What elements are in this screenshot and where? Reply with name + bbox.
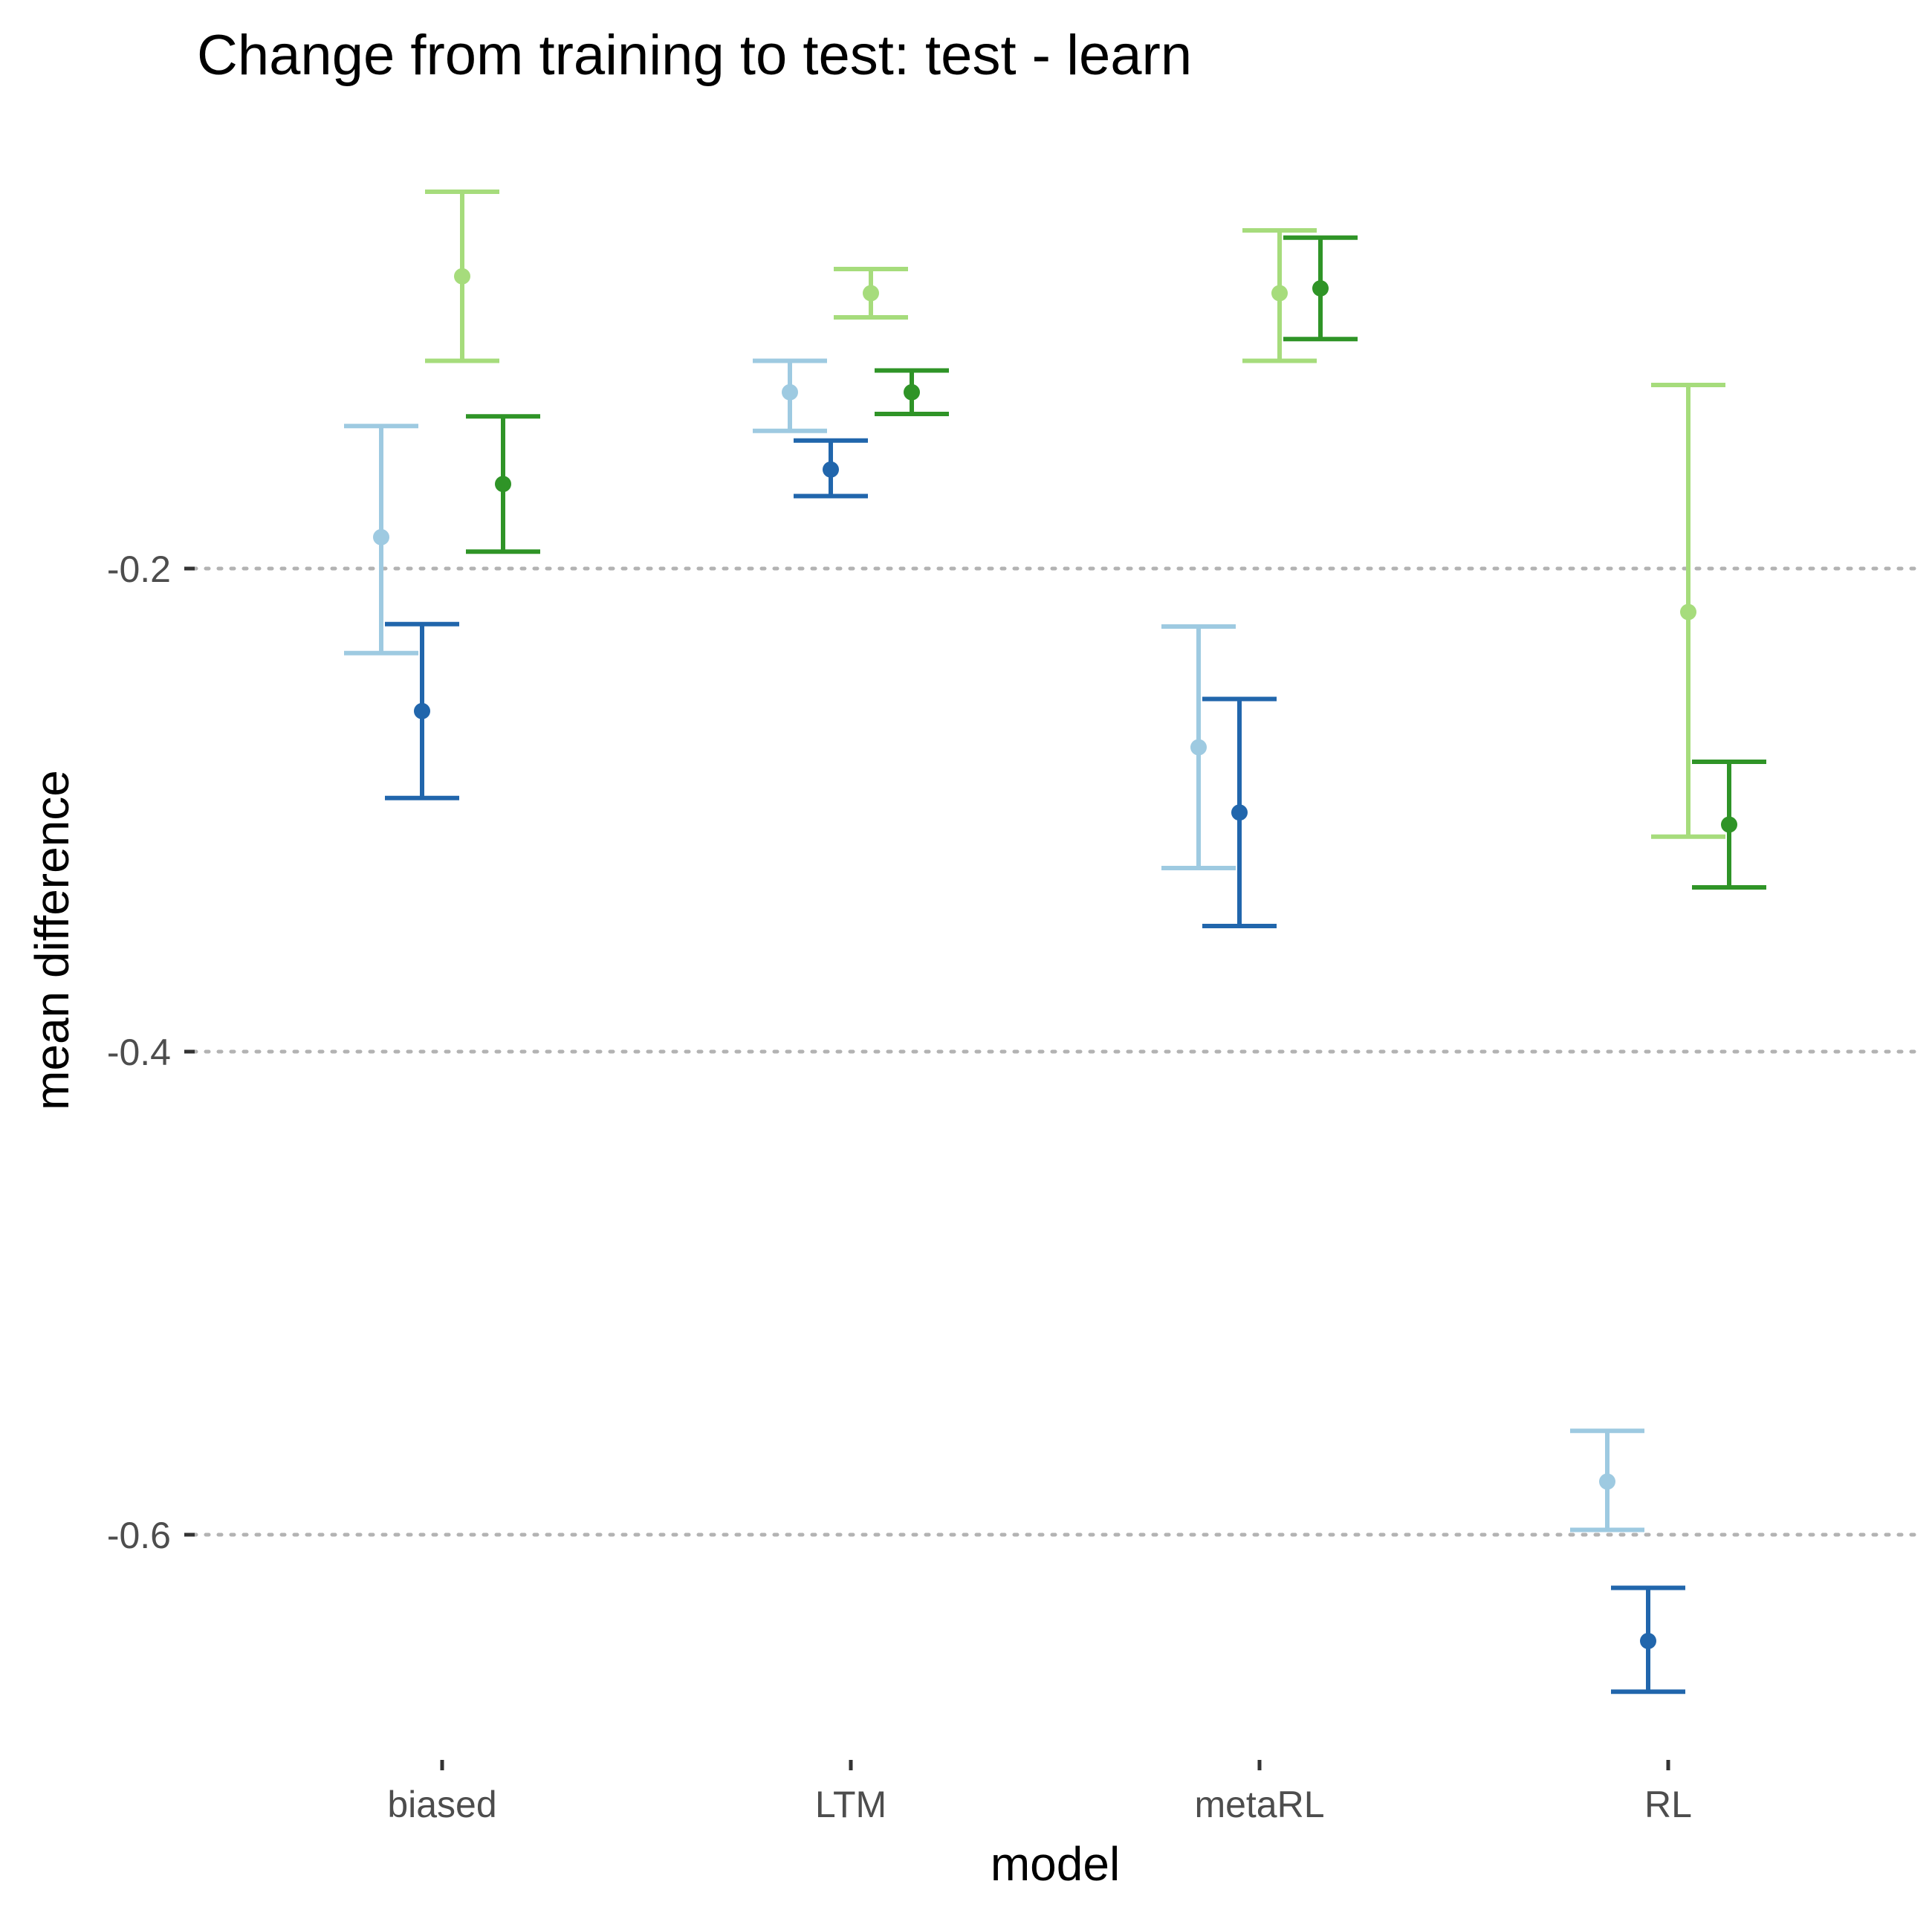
mean-point <box>454 268 470 285</box>
series-1 <box>344 358 1644 1532</box>
mean-point <box>1271 285 1288 302</box>
mean-point <box>782 383 798 401</box>
x-axis-title: model <box>991 1837 1120 1891</box>
series-4 <box>466 235 1766 890</box>
y-axis: -0.2 -0.4 -0.6 <box>107 548 195 1556</box>
x-tick-label-biased: biased <box>387 1784 496 1825</box>
chart-title: Change from training to test: test - lea… <box>197 24 1192 87</box>
x-tick-label-LTM: LTM <box>815 1784 886 1825</box>
mean-point <box>863 285 879 302</box>
mean-point <box>1640 1633 1656 1649</box>
mean-point <box>1231 804 1248 821</box>
series-2 <box>385 438 1685 1694</box>
x-axis: biased LTM metaRL RL <box>387 1760 1692 1825</box>
series-3 <box>425 190 1725 839</box>
mean-point <box>495 476 511 493</box>
mean-point <box>1680 603 1696 621</box>
mean-point <box>1599 1473 1615 1490</box>
y-tick-label: -0.2 <box>107 548 171 590</box>
mean-point <box>414 702 430 719</box>
mean-point <box>373 528 389 546</box>
mean-point <box>823 461 839 478</box>
mean-point <box>1312 280 1329 297</box>
mean-point <box>904 383 920 401</box>
x-tick-label-metaRL: metaRL <box>1194 1784 1324 1825</box>
x-tick-label-RL: RL <box>1644 1784 1692 1825</box>
y-tick-label: -0.4 <box>107 1032 171 1073</box>
y-axis-title: mean difference <box>25 770 79 1110</box>
mean-point <box>1721 816 1737 833</box>
grid-lines <box>191 566 1919 1537</box>
mean-point <box>1190 739 1207 756</box>
y-tick-label: -0.6 <box>107 1515 171 1556</box>
error-bars <box>344 190 1766 1694</box>
